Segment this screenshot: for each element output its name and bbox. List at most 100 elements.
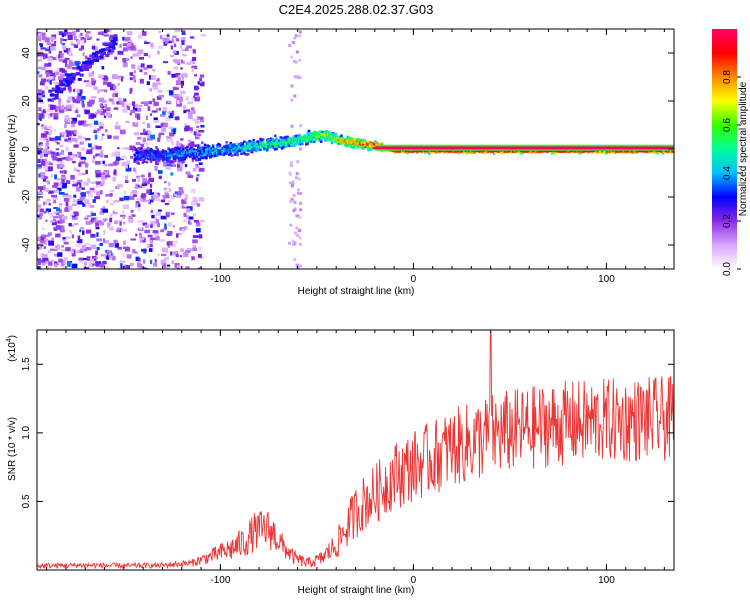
heatmap-cell (306, 131, 309, 135)
heatmap-cell (37, 71, 40, 74)
heatmap-cell (289, 161, 293, 165)
heatmap-cell (444, 150, 447, 154)
heatmap-cell (288, 44, 292, 48)
heatmap-cell (111, 84, 114, 89)
heatmap-cell (122, 108, 128, 113)
heatmap-cell (153, 154, 157, 157)
heatmap-cell (47, 250, 51, 253)
heatmap-cell (112, 93, 116, 98)
heatmap-cell (261, 141, 265, 144)
heatmap-cell (171, 73, 176, 78)
heatmap-cell (156, 157, 159, 160)
heatmap-cell (146, 81, 150, 86)
heatmap-cell (144, 156, 147, 160)
heatmap-cell (70, 250, 74, 254)
heatmap-cell (395, 149, 399, 153)
heatmap-cell (361, 145, 365, 148)
heatmap-cell (248, 142, 251, 145)
heatmap-cell (45, 208, 52, 212)
heatmap-cell (194, 152, 197, 156)
heatmap-cell (185, 125, 190, 130)
heatmap-cell (61, 68, 65, 73)
heatmap-cell (198, 234, 203, 239)
heatmap-cell (630, 150, 634, 153)
heatmap-cell (195, 177, 199, 182)
heatmap-cell (371, 146, 374, 149)
heatmap-cell (326, 138, 330, 142)
heatmap-cell (352, 142, 355, 145)
snr-multiplier: (x104) (6, 335, 18, 362)
heatmap-cell (56, 157, 63, 162)
heatmap-cell (51, 221, 57, 226)
heatmap-cell (59, 73, 65, 77)
heatmap-cell (120, 263, 123, 269)
heatmap-cell (148, 177, 155, 183)
heatmap-cell (117, 246, 123, 250)
heatmap-cell (133, 74, 136, 80)
heatmap-cell (315, 133, 319, 137)
heatmap-cell (186, 154, 189, 157)
heatmap-cell (58, 31, 64, 36)
heatmap-cell (139, 240, 143, 243)
heatmap-cell (342, 139, 346, 142)
heatmap-cell (152, 151, 155, 155)
heatmap-cell (164, 203, 169, 206)
heatmap-cell (81, 95, 86, 100)
heatmap-cell (81, 187, 85, 190)
heatmap-cell (95, 59, 100, 63)
heatmap-cell (468, 149, 472, 153)
heatmap-cell (305, 140, 308, 143)
heatmap-cell (79, 158, 85, 162)
heatmap-cell (213, 151, 216, 154)
heatmap-cell (193, 219, 200, 223)
heatmap-cell (90, 233, 96, 238)
heatmap-cell (219, 151, 223, 154)
heatmap-cell (345, 139, 349, 143)
spectrogram-xlabel: Height of straight line (km) (298, 286, 415, 297)
heatmap-cell (109, 189, 115, 193)
snr-frame (36, 329, 675, 571)
heatmap-cell (177, 159, 183, 165)
heatmap-cell (135, 256, 140, 262)
heatmap-cell (279, 143, 282, 146)
heatmap-cell (190, 152, 193, 155)
heatmap-cell (64, 138, 68, 142)
heatmap-cell (302, 137, 305, 141)
heatmap-cell (311, 136, 315, 140)
heatmap-cell (171, 162, 174, 165)
heatmap-cell (69, 53, 73, 57)
heatmap-cell (203, 150, 207, 153)
heatmap-cell (153, 152, 157, 155)
heatmap-cell (141, 249, 147, 252)
heatmap-cell (124, 37, 131, 42)
heatmap-cell (87, 57, 92, 61)
heatmap-cell (198, 153, 201, 157)
heatmap-cell (205, 156, 208, 159)
heatmap-cell (153, 230, 159, 236)
heatmap-cell (77, 66, 82, 70)
heatmap-cell (60, 176, 67, 180)
heatmap-cell (195, 228, 201, 233)
heatmap-cell (338, 140, 342, 143)
heatmap-cell (75, 249, 80, 253)
heatmap-cell (102, 48, 107, 52)
heatmap-cell (633, 150, 636, 154)
heatmap-cell (426, 150, 430, 153)
heatmap-cell (48, 260, 52, 266)
heatmap-cell (121, 161, 127, 167)
heatmap-cell (78, 163, 82, 167)
heatmap-cell (71, 76, 76, 80)
heatmap-cell (165, 156, 169, 160)
heatmap-cell (97, 220, 102, 224)
heatmap-cell (133, 146, 137, 150)
heatmap-cell (102, 42, 107, 46)
heatmap-cell (58, 209, 62, 214)
heatmap-cell (429, 151, 432, 154)
heatmap-cell (65, 180, 71, 184)
heatmap-cell (59, 170, 64, 174)
colorbar-tick-label: 0.0 (722, 262, 733, 276)
heatmap-cell (178, 158, 181, 161)
heatmap-cell (90, 147, 94, 150)
heatmap-cell (150, 259, 153, 265)
heatmap-cell (60, 248, 66, 252)
